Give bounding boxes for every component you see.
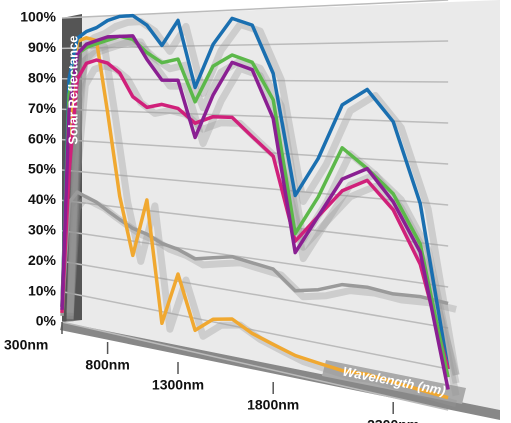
- y-tick-label: 100%: [20, 9, 56, 25]
- series-line: [60, 58, 450, 370]
- y-tick-label: 40%: [28, 191, 57, 207]
- y-tick-label: 10%: [28, 282, 57, 298]
- y-tick-label: 90%: [28, 39, 57, 55]
- y-tick-label: 60%: [28, 130, 57, 146]
- grid-line: [61, 138, 449, 165]
- y-axis-label: Solar Reflectance: [65, 35, 80, 144]
- series-line: [60, 190, 449, 317]
- series-line: [60, 34, 450, 390]
- x-tick-label: 1300nm: [152, 377, 204, 393]
- y-tick-label: 50%: [28, 161, 57, 177]
- series-line: [60, 13, 450, 370]
- grid-line: [61, 230, 449, 288]
- shadow: [66, 38, 460, 397]
- y-tick-label: 0%: [36, 313, 57, 329]
- y-tick-label: 70%: [28, 100, 57, 116]
- x-tick-label: 1800nm: [247, 397, 299, 413]
- grid-line: [61, 260, 449, 329]
- series-line: [60, 36, 449, 400]
- x-tick-label: 800nm: [85, 357, 129, 373]
- shadow: [66, 18, 460, 376]
- y-tick-label: 30%: [28, 222, 57, 238]
- x-tick-label: 300nm: [4, 337, 48, 353]
- y-tick-label: 20%: [28, 252, 57, 268]
- grid-line: [61, 199, 449, 247]
- y-tick-label: 80%: [28, 70, 57, 86]
- grid-line: [61, 108, 449, 124]
- back-wall: [62, 0, 500, 410]
- grid-line: [61, 321, 449, 411]
- grid-line: [61, 290, 449, 370]
- x-tick-label: 2300nm: [367, 417, 419, 423]
- series-line: [60, 34, 450, 378]
- shadow: [66, 40, 458, 408]
- grid-line: [61, 40, 449, 50]
